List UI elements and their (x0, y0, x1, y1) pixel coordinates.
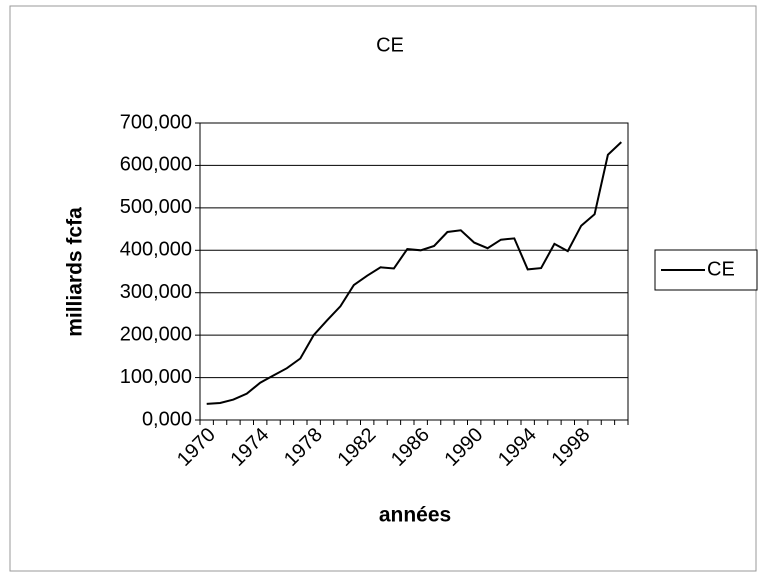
x-axis-label: années (379, 504, 451, 527)
legend-label: CE (707, 258, 735, 280)
y-tick-label: 600,000 (120, 154, 192, 176)
y-tick-label: 100,000 (120, 366, 192, 388)
y-tick-label: 200,000 (120, 323, 192, 345)
y-tick-label: 500,000 (120, 196, 192, 218)
y-tick-label: 400,000 (120, 239, 192, 261)
legend-box (654, 249, 758, 291)
data-line (206, 141, 622, 405)
y-tick-label: 300,000 (120, 281, 192, 303)
chart-frame (9, 5, 757, 572)
y-tick-label: 700,000 (120, 111, 192, 133)
y-axis-label: milliards fcfa (64, 207, 87, 337)
chart-title: CE (376, 34, 404, 56)
y-tick-label: 0,000 (142, 408, 192, 430)
